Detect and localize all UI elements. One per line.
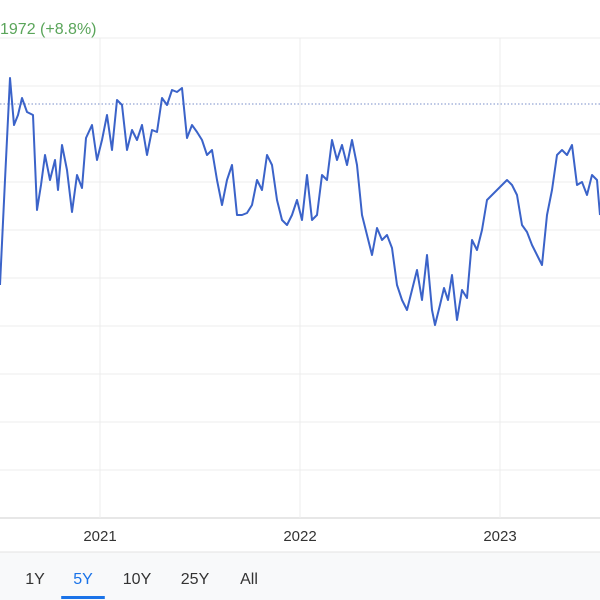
x-tick-label: 2022	[283, 528, 316, 545]
range-button[interactable]: 10Y	[123, 571, 152, 588]
x-tick-label: 2021	[83, 528, 116, 545]
range-button[interactable]: 1Y	[25, 571, 45, 588]
range-button[interactable]: All	[240, 571, 258, 588]
range-button[interactable]: 25Y	[181, 571, 210, 588]
range-bar	[0, 552, 600, 600]
price-line	[0, 77, 600, 326]
selected-indicator	[61, 596, 105, 599]
price-change: 1972 (+8.8%)	[0, 21, 97, 38]
range-button[interactable]: 5Y	[73, 571, 93, 588]
x-tick-label: 2023	[483, 528, 516, 545]
